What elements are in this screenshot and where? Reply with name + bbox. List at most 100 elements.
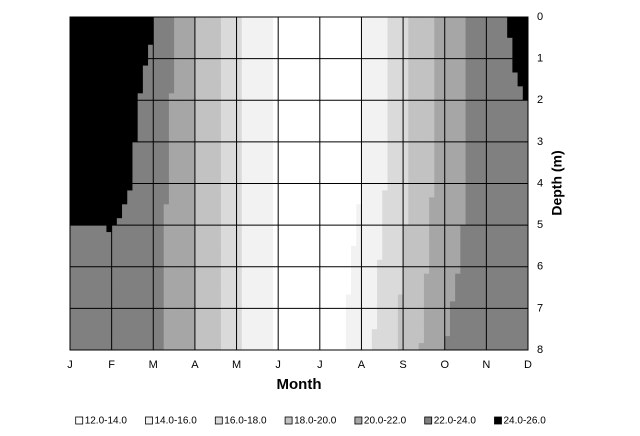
contour-cell	[252, 72, 258, 80]
contour-cell	[319, 65, 326, 73]
contour-cell	[252, 211, 258, 219]
contour-cell	[481, 100, 487, 108]
contour-cell	[299, 218, 305, 226]
contour-cell	[257, 301, 263, 309]
contour-cell	[403, 232, 409, 240]
contour-cell	[252, 197, 258, 205]
contour-cell	[267, 343, 274, 351]
contour-cell	[496, 232, 503, 240]
contour-cell	[226, 141, 232, 150]
contour-cell	[371, 322, 378, 330]
contour-cell	[158, 225, 165, 233]
contour-cell	[470, 252, 477, 261]
contour-cell	[267, 72, 274, 80]
contour-cell	[210, 266, 217, 275]
contour-cell	[413, 315, 420, 323]
contour-cell	[106, 252, 113, 261]
contour-cell	[168, 301, 175, 309]
contour-cell	[408, 225, 414, 233]
contour-cell	[371, 86, 378, 94]
contour-cell	[288, 100, 295, 108]
contour-cell	[356, 23, 362, 32]
contour-cell	[80, 155, 87, 164]
contour-cell	[272, 343, 279, 351]
contour-cell	[179, 273, 185, 282]
contour-cell	[200, 162, 206, 171]
contour-cell	[246, 322, 253, 330]
contour-cell	[299, 86, 305, 94]
contour-cell	[262, 107, 269, 115]
contour-cell	[304, 183, 310, 191]
contour-cell	[470, 280, 477, 288]
contour-cell	[491, 211, 498, 219]
contour-cell	[340, 176, 347, 184]
contour-cell	[366, 239, 373, 247]
contour-cell	[85, 79, 92, 87]
contour-cell	[153, 23, 159, 32]
contour-cell	[356, 17, 362, 25]
contour-cell	[475, 273, 482, 282]
contour-cell	[465, 294, 472, 302]
contour-cell	[517, 259, 524, 268]
contour-cell	[507, 86, 513, 94]
contour-cell	[377, 93, 383, 101]
contour-cell	[470, 211, 477, 219]
contour-cell	[387, 79, 394, 87]
contour-cell	[96, 134, 102, 143]
contour-cell	[106, 58, 113, 66]
contour-cell	[106, 294, 113, 302]
contour-cell	[122, 121, 128, 129]
contour-cell	[449, 23, 456, 32]
contour-cell	[325, 252, 331, 261]
contour-cell	[455, 100, 461, 108]
contour-cell	[122, 100, 128, 108]
legend-label: 18.0-20.0	[294, 416, 337, 427]
contour-cell	[475, 86, 482, 94]
contour-cell	[460, 155, 466, 164]
contour-cell	[231, 259, 237, 268]
contour-cell	[486, 204, 492, 212]
contour-cell	[231, 232, 237, 240]
contour-cell	[278, 17, 284, 25]
contour-cell	[246, 266, 253, 275]
contour-cell	[179, 322, 185, 330]
contour-cell	[293, 239, 300, 247]
contour-cell	[371, 294, 378, 302]
contour-cell	[444, 211, 451, 219]
contour-cell	[127, 162, 133, 171]
contour-cell	[335, 308, 342, 316]
contour-cell	[194, 259, 201, 268]
contour-cell	[184, 280, 191, 288]
contour-cell	[517, 287, 524, 295]
contour-cell	[475, 93, 482, 101]
contour-cell	[481, 266, 487, 275]
contour-cell	[106, 204, 113, 212]
contour-cell	[288, 162, 295, 171]
contour-cell	[179, 294, 185, 302]
contour-cell	[272, 155, 279, 164]
contour-cell	[200, 280, 206, 288]
contour-cell	[184, 155, 191, 164]
contour-cell	[501, 259, 508, 268]
contour-cell	[465, 148, 472, 157]
contour-cell	[142, 141, 149, 150]
contour-cell	[429, 218, 435, 226]
contour-cell	[184, 322, 191, 330]
contour-cell	[423, 197, 430, 205]
contour-cell	[335, 211, 342, 219]
contour-cell	[189, 93, 196, 101]
contour-cell	[507, 218, 513, 226]
contour-cell	[194, 322, 201, 330]
contour-cell	[470, 72, 477, 80]
contour-cell	[132, 141, 139, 150]
contour-cell	[200, 141, 206, 150]
contour-cell	[257, 72, 263, 80]
contour-cell	[252, 315, 258, 323]
contour-cell	[434, 44, 440, 53]
contour-cell	[96, 197, 102, 205]
contour-cell	[257, 197, 263, 205]
contour-cell	[101, 329, 107, 337]
contour-cell	[252, 280, 258, 288]
contour-cell	[377, 114, 383, 122]
contour-cell	[444, 155, 451, 164]
